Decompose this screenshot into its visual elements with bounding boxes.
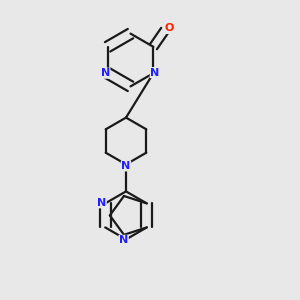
- Text: N: N: [119, 235, 128, 245]
- Text: N: N: [122, 161, 130, 171]
- Text: N: N: [150, 68, 160, 78]
- Text: N: N: [100, 68, 110, 78]
- Text: O: O: [164, 23, 174, 34]
- Text: N: N: [97, 198, 106, 208]
